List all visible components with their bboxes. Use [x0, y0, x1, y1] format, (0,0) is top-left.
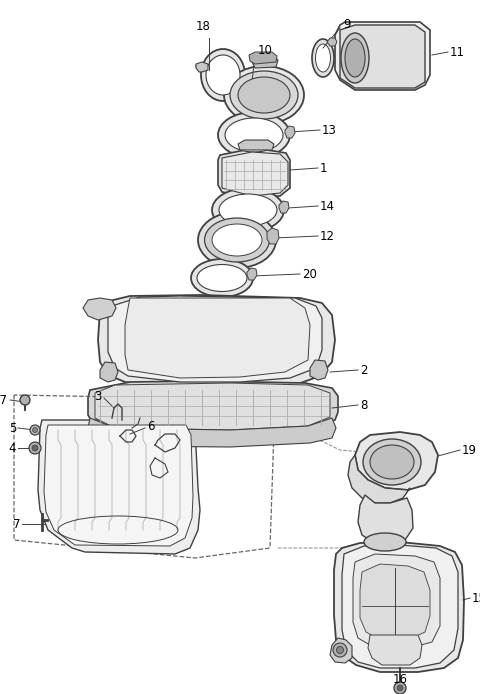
Polygon shape [218, 148, 290, 198]
Text: 5: 5 [9, 421, 16, 434]
Text: 3: 3 [95, 389, 102, 403]
Ellipse shape [201, 49, 245, 101]
Text: 7: 7 [12, 518, 20, 530]
Ellipse shape [312, 39, 334, 77]
Ellipse shape [364, 533, 406, 551]
Text: 17: 17 [0, 393, 8, 407]
Polygon shape [348, 455, 410, 503]
Ellipse shape [336, 647, 344, 654]
Ellipse shape [198, 212, 276, 268]
Circle shape [30, 425, 40, 435]
Ellipse shape [212, 224, 262, 256]
Polygon shape [360, 564, 430, 640]
Ellipse shape [191, 259, 253, 297]
Ellipse shape [204, 218, 269, 262]
Polygon shape [342, 545, 458, 668]
Polygon shape [38, 420, 200, 554]
Polygon shape [285, 126, 295, 138]
Text: 15: 15 [472, 591, 480, 604]
Polygon shape [249, 52, 277, 64]
Text: 8: 8 [360, 398, 367, 412]
Ellipse shape [219, 194, 277, 226]
Ellipse shape [225, 118, 283, 152]
Text: 4: 4 [9, 441, 16, 455]
Polygon shape [196, 62, 208, 72]
Text: 20: 20 [302, 267, 317, 280]
Ellipse shape [333, 643, 347, 657]
Polygon shape [310, 360, 328, 380]
Circle shape [397, 685, 403, 691]
Polygon shape [100, 362, 118, 382]
Text: 14: 14 [320, 199, 335, 212]
Polygon shape [44, 425, 193, 546]
Text: 6: 6 [147, 419, 155, 432]
Ellipse shape [363, 439, 421, 485]
Polygon shape [330, 638, 352, 663]
Polygon shape [355, 432, 438, 490]
Text: 1: 1 [320, 162, 327, 174]
Polygon shape [108, 296, 322, 382]
Text: 12: 12 [320, 230, 335, 242]
Polygon shape [327, 38, 337, 46]
Polygon shape [335, 22, 430, 90]
Ellipse shape [206, 55, 240, 95]
Polygon shape [368, 635, 422, 665]
Ellipse shape [341, 33, 369, 83]
Ellipse shape [370, 445, 414, 479]
Text: 10: 10 [258, 44, 273, 56]
Circle shape [394, 682, 406, 694]
Circle shape [29, 442, 41, 454]
Polygon shape [238, 140, 274, 150]
Polygon shape [340, 25, 425, 88]
Polygon shape [98, 295, 335, 388]
Polygon shape [252, 55, 278, 68]
Circle shape [32, 445, 38, 451]
Ellipse shape [315, 44, 331, 72]
Circle shape [20, 395, 30, 405]
Text: 19: 19 [462, 443, 477, 457]
Ellipse shape [212, 188, 284, 232]
Ellipse shape [218, 112, 290, 158]
Text: 2: 2 [360, 364, 368, 377]
Ellipse shape [224, 66, 304, 124]
Text: 16: 16 [393, 673, 408, 686]
Polygon shape [358, 495, 413, 544]
Text: 9: 9 [343, 17, 350, 31]
Ellipse shape [230, 71, 298, 119]
Ellipse shape [197, 264, 247, 291]
Polygon shape [83, 298, 116, 320]
Ellipse shape [238, 77, 290, 113]
Polygon shape [334, 542, 464, 672]
Text: 18: 18 [195, 20, 210, 33]
Polygon shape [279, 201, 289, 213]
Polygon shape [95, 383, 330, 430]
Polygon shape [247, 268, 257, 280]
Polygon shape [88, 381, 338, 432]
Circle shape [33, 428, 37, 432]
Text: 13: 13 [322, 124, 337, 137]
Polygon shape [88, 418, 336, 447]
Polygon shape [353, 554, 440, 648]
Polygon shape [267, 228, 279, 244]
Polygon shape [222, 152, 288, 196]
Text: 11: 11 [450, 46, 465, 58]
Polygon shape [125, 298, 310, 378]
Ellipse shape [345, 39, 365, 77]
